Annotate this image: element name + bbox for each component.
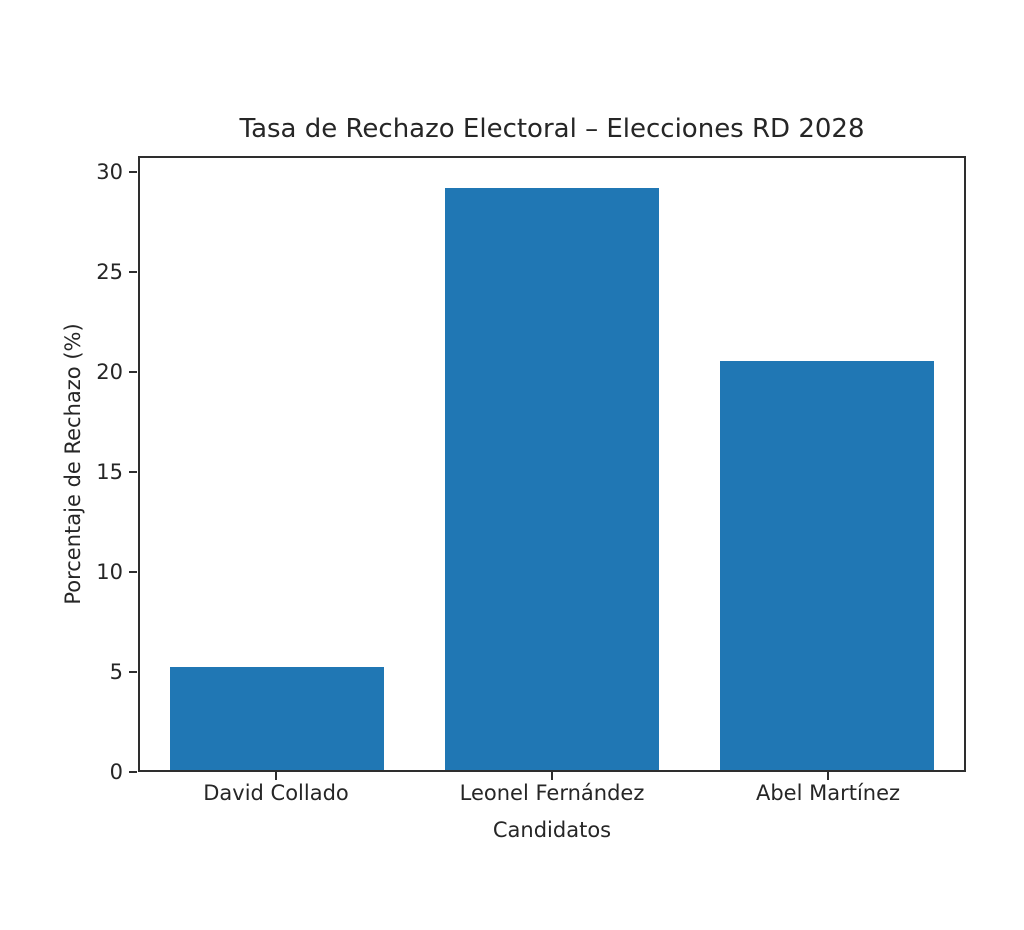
- x-tick-mark: [827, 772, 829, 780]
- y-tick-mark: [129, 771, 137, 773]
- y-tick-mark: [129, 271, 137, 273]
- chart-title: Tasa de Rechazo Electoral – Elecciones R…: [239, 114, 865, 144]
- y-tick-label: 10: [96, 560, 123, 584]
- bars-container: [140, 158, 964, 770]
- bar-slot: [689, 158, 964, 770]
- bar-slot: [140, 158, 415, 770]
- y-tick-mark: [129, 471, 137, 473]
- y-tick-label: 25: [96, 260, 123, 284]
- bar-abel-martinez: [719, 360, 934, 770]
- x-tick-label: David Collado: [203, 781, 349, 805]
- x-tick-mark: [275, 772, 277, 780]
- y-tick-mark: [129, 671, 137, 673]
- y-tick-mark: [129, 171, 137, 173]
- y-tick-label: 0: [109, 760, 123, 784]
- x-tick-mark: [551, 772, 553, 780]
- x-tick-label: Abel Martínez: [755, 781, 901, 805]
- x-axis-label: Candidatos: [492, 818, 612, 842]
- plot-area: [138, 156, 966, 772]
- y-tick-label: 5: [109, 660, 123, 684]
- bar-david-collado: [170, 666, 385, 770]
- bar-slot: [415, 158, 690, 770]
- y-tick-mark: [129, 571, 137, 573]
- y-tick-mark: [129, 371, 137, 373]
- y-tick-label: 30: [96, 160, 123, 184]
- bar-leonel-fernandez: [444, 187, 660, 770]
- y-tick-label: 20: [96, 360, 123, 384]
- x-tick-label: Leonel Fernández: [459, 781, 645, 805]
- y-tick-label: 15: [96, 460, 123, 484]
